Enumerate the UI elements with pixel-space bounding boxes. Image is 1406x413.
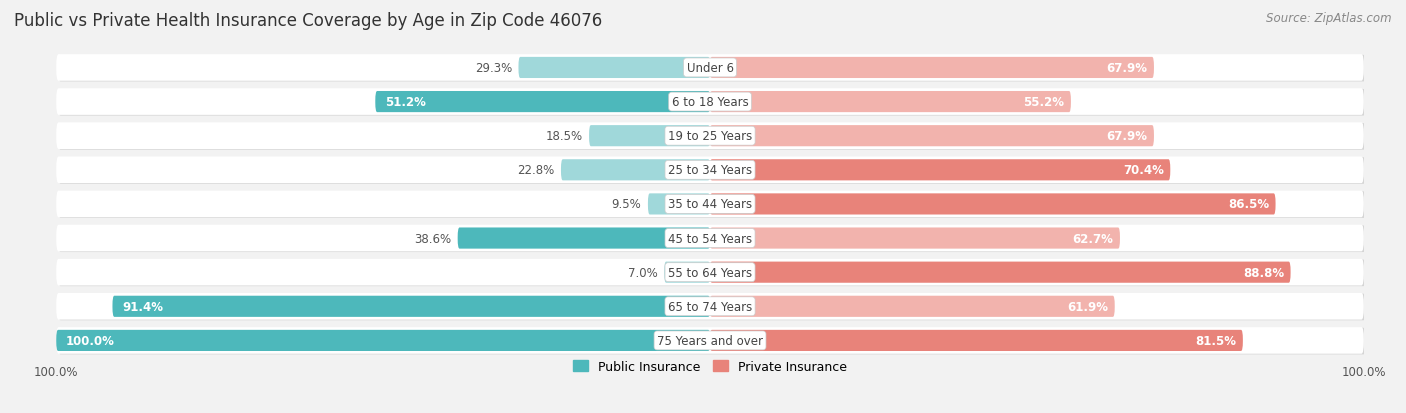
Legend: Public Insurance, Private Insurance: Public Insurance, Private Insurance bbox=[568, 355, 852, 378]
FancyBboxPatch shape bbox=[58, 260, 1365, 287]
Text: 7.0%: 7.0% bbox=[628, 266, 658, 279]
FancyBboxPatch shape bbox=[56, 55, 1364, 81]
Text: 29.3%: 29.3% bbox=[475, 62, 512, 75]
FancyBboxPatch shape bbox=[664, 262, 710, 283]
Text: 62.7%: 62.7% bbox=[1073, 232, 1114, 245]
FancyBboxPatch shape bbox=[648, 194, 710, 215]
FancyBboxPatch shape bbox=[458, 228, 710, 249]
FancyBboxPatch shape bbox=[58, 294, 1365, 320]
FancyBboxPatch shape bbox=[561, 160, 710, 181]
Text: 51.2%: 51.2% bbox=[385, 96, 426, 109]
Text: Public vs Private Health Insurance Coverage by Age in Zip Code 46076: Public vs Private Health Insurance Cover… bbox=[14, 12, 602, 30]
FancyBboxPatch shape bbox=[58, 192, 1365, 218]
FancyBboxPatch shape bbox=[710, 194, 1275, 215]
FancyBboxPatch shape bbox=[56, 89, 1364, 116]
FancyBboxPatch shape bbox=[112, 296, 710, 317]
FancyBboxPatch shape bbox=[710, 330, 1243, 351]
Text: 81.5%: 81.5% bbox=[1195, 334, 1236, 347]
Text: 100.0%: 100.0% bbox=[66, 334, 115, 347]
FancyBboxPatch shape bbox=[710, 126, 1154, 147]
Text: 18.5%: 18.5% bbox=[546, 130, 582, 143]
FancyBboxPatch shape bbox=[56, 123, 1364, 150]
Text: 65 to 74 Years: 65 to 74 Years bbox=[668, 300, 752, 313]
FancyBboxPatch shape bbox=[710, 262, 1291, 283]
Text: 25 to 34 Years: 25 to 34 Years bbox=[668, 164, 752, 177]
Text: 61.9%: 61.9% bbox=[1067, 300, 1108, 313]
Text: 75 Years and over: 75 Years and over bbox=[657, 334, 763, 347]
Text: 70.4%: 70.4% bbox=[1123, 164, 1164, 177]
Text: 9.5%: 9.5% bbox=[612, 198, 641, 211]
Text: Under 6: Under 6 bbox=[686, 62, 734, 75]
Text: 6 to 18 Years: 6 to 18 Years bbox=[672, 96, 748, 109]
FancyBboxPatch shape bbox=[589, 126, 710, 147]
FancyBboxPatch shape bbox=[710, 58, 1154, 79]
FancyBboxPatch shape bbox=[519, 58, 710, 79]
FancyBboxPatch shape bbox=[58, 90, 1365, 116]
FancyBboxPatch shape bbox=[56, 293, 1364, 320]
FancyBboxPatch shape bbox=[56, 259, 1364, 286]
FancyBboxPatch shape bbox=[58, 124, 1365, 150]
FancyBboxPatch shape bbox=[56, 330, 710, 351]
FancyBboxPatch shape bbox=[710, 92, 1071, 113]
FancyBboxPatch shape bbox=[58, 328, 1365, 354]
Text: 88.8%: 88.8% bbox=[1243, 266, 1284, 279]
Text: 22.8%: 22.8% bbox=[517, 164, 554, 177]
Text: 67.9%: 67.9% bbox=[1107, 130, 1147, 143]
FancyBboxPatch shape bbox=[56, 328, 1364, 354]
Text: Source: ZipAtlas.com: Source: ZipAtlas.com bbox=[1267, 12, 1392, 25]
FancyBboxPatch shape bbox=[58, 226, 1365, 252]
Text: 91.4%: 91.4% bbox=[122, 300, 163, 313]
Text: 35 to 44 Years: 35 to 44 Years bbox=[668, 198, 752, 211]
FancyBboxPatch shape bbox=[56, 157, 1364, 184]
Text: 86.5%: 86.5% bbox=[1227, 198, 1270, 211]
Text: 38.6%: 38.6% bbox=[413, 232, 451, 245]
FancyBboxPatch shape bbox=[710, 228, 1121, 249]
FancyBboxPatch shape bbox=[58, 158, 1365, 184]
FancyBboxPatch shape bbox=[58, 56, 1365, 82]
FancyBboxPatch shape bbox=[56, 225, 1364, 252]
Text: 67.9%: 67.9% bbox=[1107, 62, 1147, 75]
Text: 45 to 54 Years: 45 to 54 Years bbox=[668, 232, 752, 245]
FancyBboxPatch shape bbox=[56, 191, 1364, 218]
Text: 55 to 64 Years: 55 to 64 Years bbox=[668, 266, 752, 279]
Text: 19 to 25 Years: 19 to 25 Years bbox=[668, 130, 752, 143]
Text: 55.2%: 55.2% bbox=[1024, 96, 1064, 109]
FancyBboxPatch shape bbox=[710, 160, 1170, 181]
FancyBboxPatch shape bbox=[710, 296, 1115, 317]
FancyBboxPatch shape bbox=[375, 92, 710, 113]
